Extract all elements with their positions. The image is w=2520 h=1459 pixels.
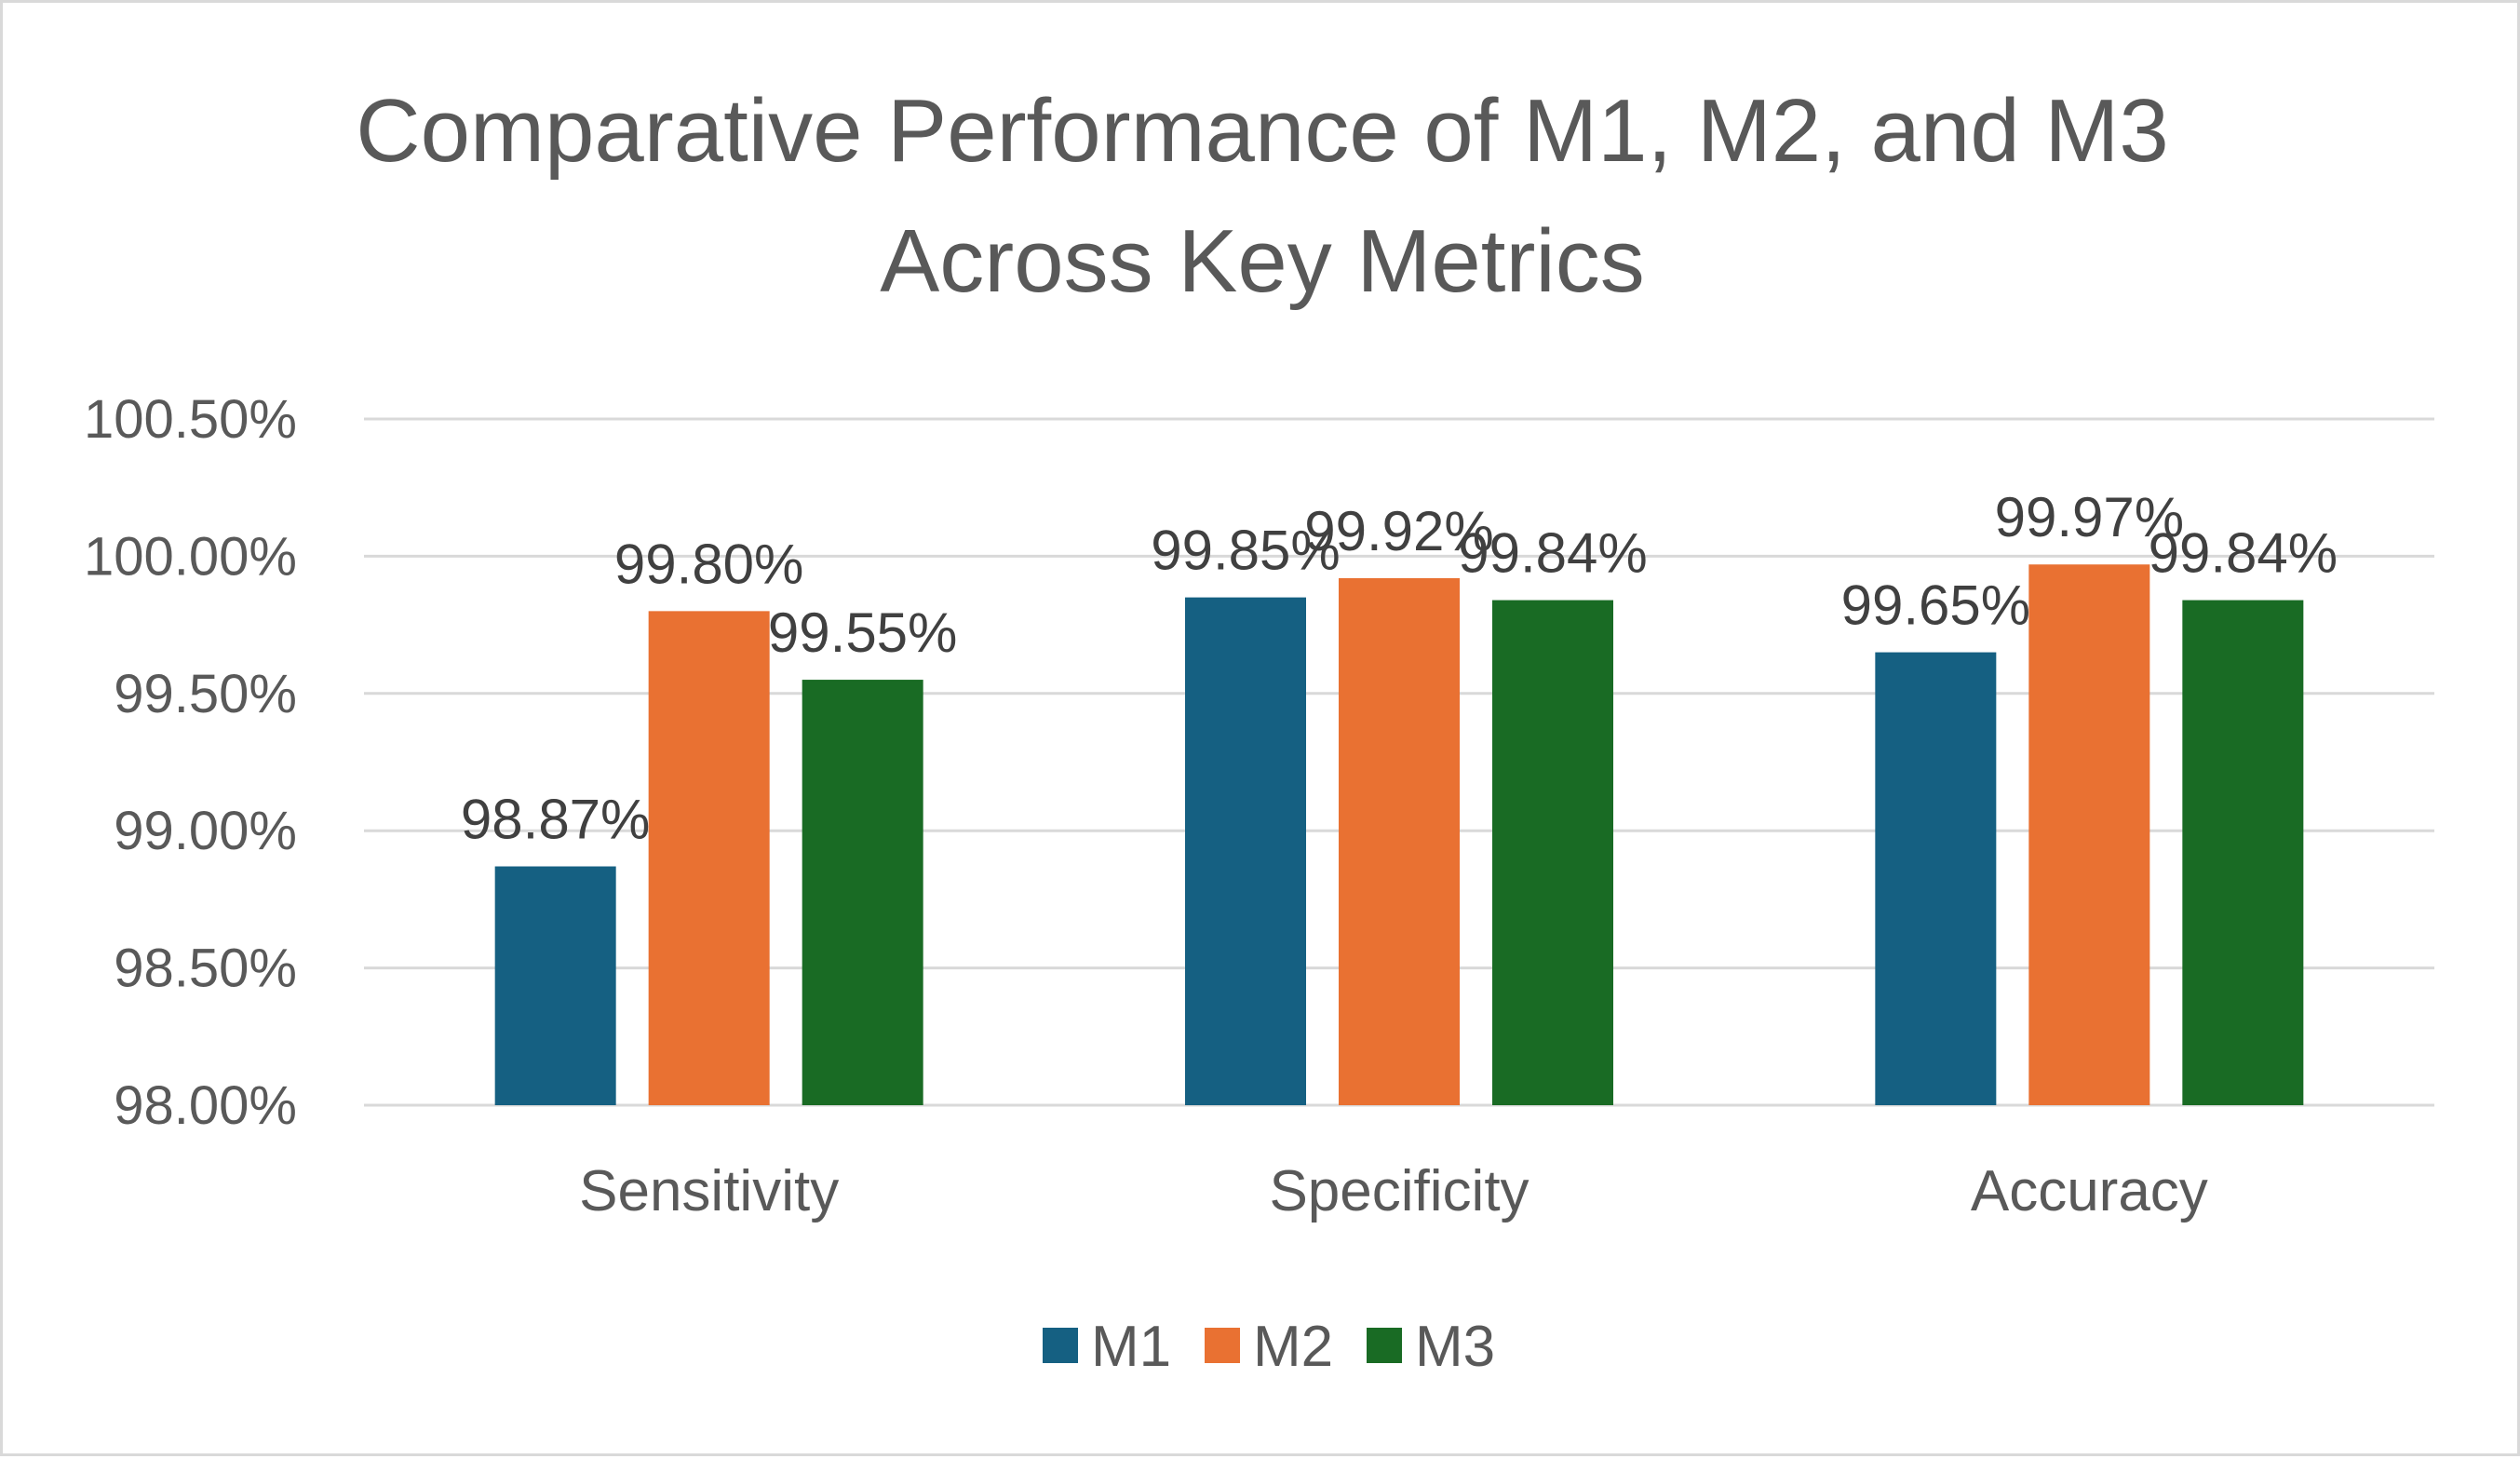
bar-m2-specificity: [1339, 577, 1460, 1105]
bar-m2-accuracy: [2028, 564, 2150, 1105]
data-label: 99.97%: [1995, 486, 2185, 548]
data-label: 98.87%: [461, 789, 651, 851]
x-category-label: Specificity: [1269, 1159, 1529, 1223]
data-label: 99.85%: [1151, 520, 1341, 582]
legend-label: M1: [1091, 1315, 1171, 1379]
legend-swatch-m2: [1205, 1328, 1240, 1363]
bars: [494, 564, 2304, 1105]
chart-title-line-2: Across Key Metrics: [880, 211, 1644, 311]
y-tick-label: 99.00%: [114, 801, 297, 861]
x-category-label: Accuracy: [1971, 1159, 2208, 1223]
bar-m3-sensitivity: [802, 680, 923, 1105]
legend-label: M2: [1253, 1315, 1333, 1379]
data-label: 99.84%: [2149, 522, 2338, 585]
bar-chart: Comparative Performance of M1, M2, and M…: [84, 81, 2434, 1379]
legend: M1 M2 M3: [1043, 1315, 1495, 1379]
data-label: 99.55%: [768, 601, 958, 664]
y-tick-label: 100.00%: [84, 526, 297, 587]
data-label: 99.80%: [614, 533, 804, 595]
data-labels: 98.87%99.80%99.55%99.85%99.92%99.84%99.6…: [461, 486, 2338, 850]
bar-m3-specificity: [1492, 600, 1613, 1105]
y-tick-label: 98.50%: [114, 939, 297, 999]
chart-title-line-1: Comparative Performance of M1, M2, and M…: [356, 81, 2168, 181]
x-category-label: Sensitivity: [579, 1159, 839, 1223]
bar-m1-accuracy: [1875, 652, 1997, 1105]
y-tick-label: 100.50%: [84, 389, 297, 450]
bar-m1-specificity: [1185, 597, 1306, 1105]
bar-m3-accuracy: [2182, 600, 2304, 1105]
legend-swatch-m1: [1043, 1328, 1078, 1363]
data-label: 99.84%: [1458, 522, 1648, 585]
bar-m2-sensitivity: [648, 611, 770, 1105]
y-axis-ticks: 98.00% 98.50% 99.00% 99.50% 100.00% 100.50%: [84, 389, 297, 1136]
legend-swatch-m3: [1367, 1328, 1402, 1363]
x-axis-categories: Sensitivity Specificity Accuracy: [579, 1159, 2208, 1223]
data-label: 99.65%: [1841, 574, 2031, 637]
y-tick-label: 99.50%: [114, 664, 297, 724]
chart-title: Comparative Performance of M1, M2, and M…: [356, 81, 2168, 311]
y-tick-label: 98.00%: [114, 1075, 297, 1136]
legend-label: M3: [1415, 1315, 1495, 1379]
bar-m1-sensitivity: [494, 866, 616, 1105]
data-label: 99.92%: [1304, 500, 1494, 562]
